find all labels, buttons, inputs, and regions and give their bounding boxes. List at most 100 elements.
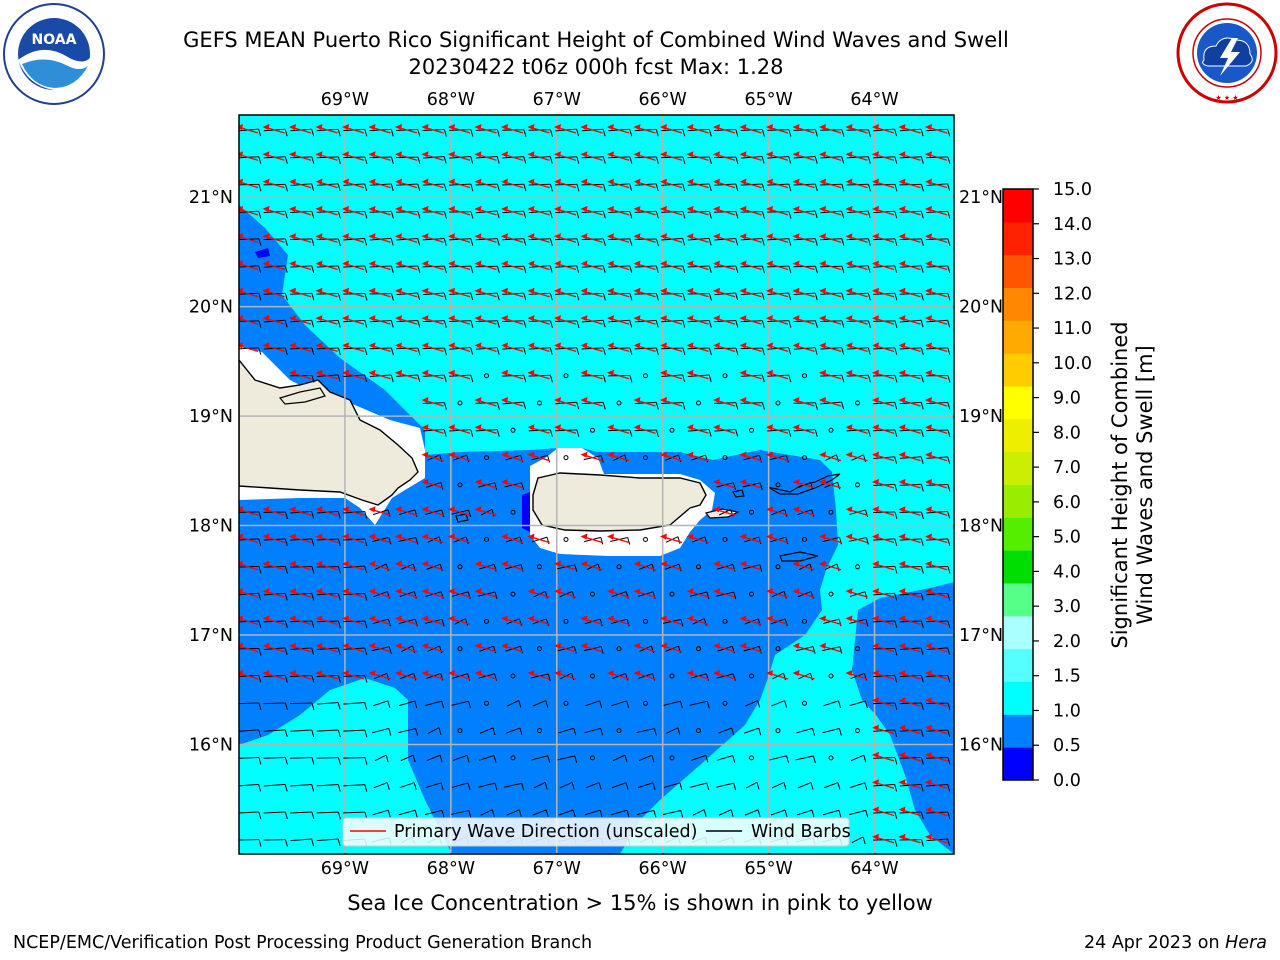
- legend-primary-label: Primary Wave Direction (unscaled): [394, 822, 697, 842]
- wave-glyph: [554, 315, 580, 329]
- wave-glyph: [792, 151, 818, 164]
- wave-glyph: [368, 588, 391, 599]
- wave-glyph: [239, 588, 262, 601]
- wave-glyph: [289, 287, 315, 301]
- wave-glyph: [316, 757, 341, 765]
- wave-glyph: [290, 811, 315, 820]
- wave-glyph: [239, 315, 262, 329]
- wave-glyph: [474, 397, 500, 410]
- wave-glyph: [448, 506, 472, 518]
- wave-glyph: [474, 342, 500, 355]
- wave-glyph: [766, 342, 792, 355]
- wave-glyph: [590, 427, 595, 433]
- wave-glyph: [660, 260, 686, 274]
- wave-glyph: [686, 233, 712, 246]
- colorbar-tick-label-6: 9.0: [1053, 389, 1081, 409]
- wave-glyph: [395, 205, 421, 219]
- wave-glyph: [660, 369, 686, 383]
- wave-glyph: [263, 702, 288, 711]
- wave-glyph: [533, 781, 548, 790]
- wave-glyph: [633, 178, 659, 191]
- wave-glyph: [262, 342, 288, 355]
- wave-glyph: [239, 702, 262, 711]
- wave-glyph: [686, 205, 712, 219]
- wave-glyph: [766, 315, 792, 328]
- wave-glyph: [563, 700, 569, 706]
- wave-glyph: [395, 124, 421, 137]
- wave-glyph: [289, 506, 315, 519]
- colorbar-bin-0: [1003, 747, 1033, 781]
- wave-glyph: [607, 260, 633, 273]
- footer-right: 24 Apr 2023 on Hera: [1084, 933, 1267, 953]
- wave-glyph: [898, 642, 924, 655]
- wave-glyph: [713, 478, 736, 490]
- wave-glyph: [477, 782, 498, 791]
- wave-glyph: [457, 728, 463, 734]
- wave-glyph: [448, 287, 474, 301]
- wave-glyph: [898, 178, 924, 192]
- colorbar-bin-3: [1003, 648, 1033, 682]
- wave-glyph: [239, 615, 262, 629]
- wave-glyph: [872, 397, 898, 410]
- wave-glyph: [823, 782, 841, 790]
- wave-glyph: [739, 642, 762, 654]
- wave-glyph: [342, 506, 368, 519]
- wave-glyph: [457, 400, 463, 406]
- wave-glyph: [739, 124, 765, 137]
- wave-glyph: [819, 451, 842, 462]
- wave-glyph: [898, 533, 924, 547]
- wave-glyph: [607, 315, 633, 328]
- wave-glyph: [696, 728, 701, 734]
- wave-glyph: [527, 369, 553, 383]
- wave-glyph: [448, 451, 471, 463]
- colorbar-bin-1: [1003, 714, 1033, 748]
- wave-glyph: [421, 451, 444, 463]
- wave-glyph: [819, 478, 842, 490]
- wave-glyph: [368, 260, 394, 274]
- wave-glyph: [633, 670, 656, 681]
- wave-glyph: [563, 373, 569, 379]
- wave-glyph: [739, 533, 762, 545]
- wave-glyph: [263, 839, 288, 847]
- wave-glyph: [527, 205, 553, 219]
- wave-glyph: [289, 642, 315, 656]
- wave-glyph: [607, 287, 633, 301]
- wave-glyph: [819, 178, 845, 192]
- wave-glyph: [395, 151, 421, 165]
- wave-glyph: [532, 700, 549, 708]
- wave-glyph: [796, 727, 816, 736]
- wave-glyph: [633, 315, 659, 328]
- wave-glyph: [484, 455, 489, 461]
- wave-glyph: [448, 342, 474, 355]
- wave-glyph: [421, 342, 447, 356]
- colorbar-bin-17: [1003, 189, 1033, 223]
- wave-glyph: [450, 810, 472, 818]
- chart-title: GEFS MEAN Puerto Rico Significant Height…: [183, 28, 1009, 52]
- wave-glyph: [537, 564, 542, 570]
- wave-glyph: [845, 178, 871, 192]
- lat-label-left-0: 21°N: [189, 188, 233, 208]
- wave-glyph: [713, 233, 739, 246]
- wave-glyph: [686, 369, 712, 383]
- wave-glyph: [368, 533, 392, 545]
- wave-glyph: [686, 178, 712, 192]
- wave-glyph: [527, 178, 553, 192]
- wave-glyph: [925, 779, 951, 792]
- wave-glyph: [289, 124, 315, 137]
- wave-glyph: [342, 287, 368, 301]
- wave-glyph: [289, 260, 315, 273]
- wave-glyph: [315, 670, 341, 683]
- wave-glyph: [554, 670, 577, 681]
- wave-glyph: [395, 588, 418, 599]
- wave-glyph: [426, 754, 443, 763]
- wave-glyph: [766, 533, 789, 545]
- colorbar-bin-9: [1003, 451, 1033, 485]
- wave-glyph: [792, 315, 818, 328]
- wave-glyph: [660, 315, 686, 328]
- wave-glyph: [342, 615, 368, 629]
- wave-glyph: [425, 782, 444, 790]
- wave-glyph: [290, 729, 315, 738]
- wave-glyph: [643, 537, 648, 542]
- wave-glyph: [792, 233, 818, 246]
- wave-glyph: [474, 588, 498, 600]
